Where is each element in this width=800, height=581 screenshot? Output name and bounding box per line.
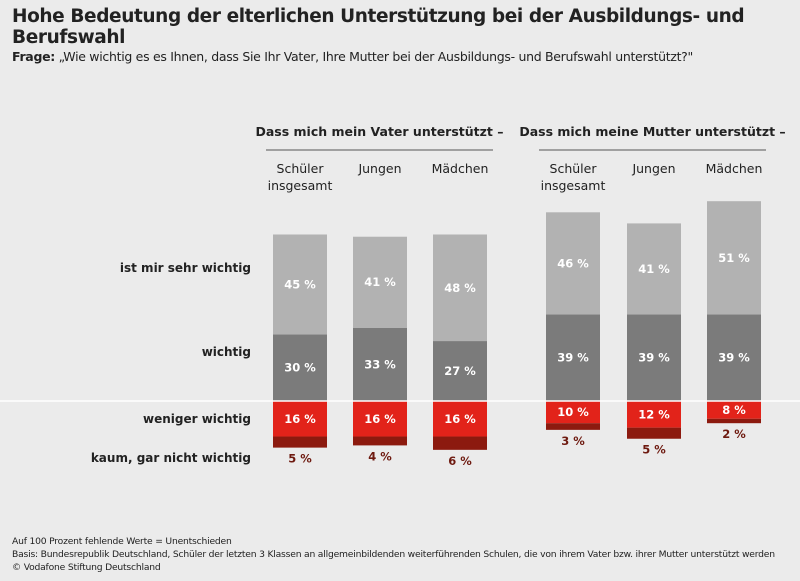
data-label: 41 % [638, 262, 670, 276]
group-title: Dass mich meine Mutter unterstützt – [519, 124, 785, 139]
legend-label: kaum, gar nicht wichtig [91, 451, 251, 465]
data-label: 6 % [448, 454, 472, 468]
bar-segment [546, 423, 600, 430]
data-label: 8 % [722, 403, 746, 417]
legend-label: weniger wichtig [143, 412, 251, 426]
bar-segment [433, 234, 487, 342]
footnote-copyright: © Vodafone Stiftung Deutschland [12, 562, 161, 573]
data-label: 5 % [642, 443, 666, 457]
data-label: 2 % [722, 427, 746, 441]
bar-segment [546, 314, 600, 401]
footnote-missing: Auf 100 Prozent fehlende Werte = Unentsc… [12, 536, 232, 547]
data-label: 16 % [364, 412, 396, 426]
question-label: Frage: [12, 49, 55, 64]
data-label: 3 % [561, 434, 585, 448]
data-label: 45 % [284, 277, 316, 291]
bar-segment [433, 436, 487, 450]
group-title: Dass mich mein Vater unterstützt – [255, 124, 503, 139]
bar-segment [627, 314, 681, 401]
legend-label: wichtig [202, 345, 251, 359]
bar-segment [707, 314, 761, 401]
bar-segment [627, 427, 681, 439]
data-label: 12 % [638, 407, 670, 421]
data-label: 48 % [444, 281, 476, 295]
bar-segment [707, 201, 761, 315]
bar-segment [353, 236, 407, 328]
bar-segment [433, 401, 487, 437]
data-label: 5 % [288, 452, 312, 466]
category-label: insgesamt [541, 178, 606, 193]
bar-segment [273, 401, 327, 437]
footnotes: Auf 100 Prozent fehlende Werte = Unentsc… [12, 535, 775, 574]
bar-segment [273, 334, 327, 401]
footnote-basis: Basis: Bundesrepublik Deutschland, Schül… [12, 549, 775, 560]
legend-label: ist mir sehr wichtig [120, 261, 251, 275]
category-label: Jungen [357, 161, 401, 176]
question: Frage: „Wie wichtig es es Ihnen, dass Si… [12, 49, 693, 64]
bar-segment [627, 401, 681, 428]
question-text: „Wie wichtig es es Ihnen, dass Sie Ihr V… [58, 49, 694, 64]
category-label: insgesamt [268, 178, 333, 193]
category-label: Jungen [631, 161, 675, 176]
data-label: 39 % [718, 351, 750, 365]
data-label: 16 % [444, 412, 476, 426]
chart-title: Hohe Bedeutung der elterlichen Unterstüt… [12, 6, 745, 48]
bar-segment [353, 436, 407, 446]
bar-segment [707, 418, 761, 424]
data-label: 4 % [368, 449, 392, 463]
bar-segment [546, 212, 600, 315]
data-label: 51 % [718, 251, 750, 265]
data-label: 30 % [284, 361, 316, 375]
data-label: 39 % [638, 351, 670, 365]
data-label: 16 % [284, 412, 316, 426]
bar-segment [546, 401, 600, 424]
data-label: 46 % [557, 256, 589, 270]
data-label: 41 % [364, 275, 396, 289]
bar-segment [353, 327, 407, 401]
data-label: 33 % [364, 357, 396, 371]
data-label: 27 % [444, 364, 476, 378]
category-label: Schüler [277, 161, 325, 176]
bar-segment [433, 341, 487, 401]
bar-segment [627, 223, 681, 315]
category-label: Mädchen [432, 161, 489, 176]
bar-segment [273, 234, 327, 335]
category-label: Schüler [550, 161, 598, 176]
bar-segment [273, 436, 327, 448]
data-label: 39 % [557, 351, 589, 365]
category-label: Mädchen [706, 161, 763, 176]
bar-segment [707, 401, 761, 419]
bar-segment [353, 401, 407, 437]
data-label: 10 % [557, 405, 589, 419]
